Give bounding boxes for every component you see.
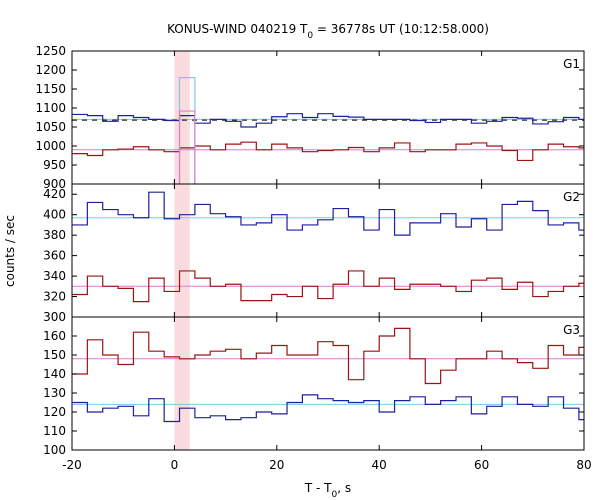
y-tick-label: 320	[43, 290, 66, 304]
y-tick-label: 420	[43, 187, 66, 201]
y-tick-label: 140	[43, 367, 66, 381]
series-red	[72, 141, 584, 162]
y-axis-label: counts / sec	[3, 215, 17, 287]
chart-title-main: KONUS-WIND 040219 T	[167, 22, 308, 36]
y-tick-label: 360	[43, 249, 66, 263]
y-tick-label: 950	[43, 158, 66, 172]
series-blue	[72, 394, 584, 423]
y-tick-label: 100	[43, 443, 66, 457]
panel-plot-area	[72, 191, 584, 303]
y-tick-label: 120	[43, 405, 66, 419]
plot-layer: 900950100010501100115012001250G130032034…	[35, 44, 591, 472]
series-blue	[72, 191, 584, 236]
y-tick-label: 160	[43, 329, 66, 343]
panel-label: G3	[563, 323, 580, 337]
y-tick-label: 110	[43, 424, 66, 438]
x-axis-label-rest: , s	[337, 481, 351, 495]
x-tick-label: 40	[372, 458, 387, 472]
y-tick-label: 150	[43, 348, 66, 362]
y-tick-label: 400	[43, 208, 66, 222]
series-red	[72, 327, 584, 385]
panel-frame	[71, 316, 585, 451]
x-tick-label: 0	[171, 458, 179, 472]
x-tick-label: 20	[269, 458, 284, 472]
chart-title: KONUS-WIND 040219 T0 = 36778s UT (10:12:…	[167, 22, 489, 41]
panel-plot-area	[72, 77, 584, 184]
highlight-band	[174, 51, 190, 450]
panel-label: G1	[563, 57, 580, 71]
x-tick-label: 80	[576, 458, 591, 472]
panel-label: G2	[563, 190, 580, 204]
y-tick-label: 1150	[35, 82, 66, 96]
series-red	[72, 270, 584, 303]
chart-title-subscript: 0	[307, 31, 313, 41]
y-tick-label: 900	[43, 177, 66, 191]
series-blue	[72, 113, 584, 128]
y-tick-label: 1200	[35, 63, 66, 77]
series-pink	[178, 110, 196, 184]
y-tick-label: 1100	[35, 101, 66, 115]
y-tick-label: 130	[43, 386, 66, 400]
x-axis-label-subscript: 0	[332, 490, 338, 500]
panel-g1: 900 950 1000 1050 1100 1150 1200 1250 G1	[35, 44, 585, 191]
x-tick-label: 60	[474, 458, 489, 472]
chart-title-rest: = 36778s UT (10:12:58.000)	[313, 22, 489, 36]
x-axis-label: T - T0, s	[304, 481, 351, 500]
y-tick-label: 300	[43, 310, 66, 324]
panel-g3: 100 110 120 130 140 150 160 G3	[43, 316, 585, 457]
panel-g2: 300 320 340 360 380 400 420 G2	[43, 183, 585, 324]
y-tick-label: 1050	[35, 120, 66, 134]
panel-plot-area	[72, 327, 584, 423]
y-tick-label: 1250	[35, 44, 66, 58]
x-tick-label: -20	[62, 458, 82, 472]
y-tick-label: 380	[43, 228, 66, 242]
y-tick-label: 340	[43, 269, 66, 283]
y-tick-label: 1000	[35, 139, 66, 153]
x-axis-label-main: T - T	[304, 481, 332, 495]
